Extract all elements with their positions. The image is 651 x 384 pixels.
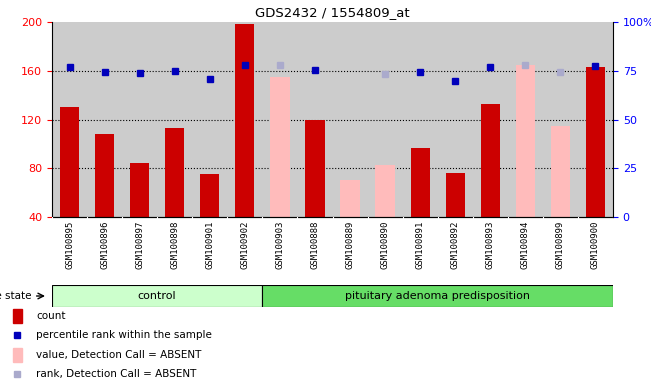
Bar <box>333 22 368 217</box>
Bar <box>270 77 290 217</box>
Text: value, Detection Call = ABSENT: value, Detection Call = ABSENT <box>36 350 201 360</box>
Text: GSM100896: GSM100896 <box>100 220 109 269</box>
Bar <box>551 126 570 217</box>
Text: GSM100891: GSM100891 <box>415 220 424 269</box>
Bar <box>52 285 262 307</box>
Bar <box>235 25 255 217</box>
Text: GSM100897: GSM100897 <box>135 220 144 269</box>
Text: GSM100894: GSM100894 <box>521 220 530 269</box>
Bar <box>298 22 333 217</box>
Bar <box>445 173 465 217</box>
Bar <box>13 309 22 323</box>
Bar <box>305 119 325 217</box>
Bar <box>227 22 262 217</box>
Text: count: count <box>36 311 66 321</box>
Text: GSM100903: GSM100903 <box>275 220 284 269</box>
Bar <box>516 65 535 217</box>
Bar <box>262 285 613 307</box>
Bar <box>200 174 219 217</box>
Text: rank, Detection Call = ABSENT: rank, Detection Call = ABSENT <box>36 369 197 379</box>
Text: GSM100900: GSM100900 <box>591 220 600 269</box>
Text: percentile rank within the sample: percentile rank within the sample <box>36 331 212 341</box>
Text: GSM100899: GSM100899 <box>556 220 565 269</box>
Text: control: control <box>138 291 176 301</box>
Bar <box>368 22 402 217</box>
Bar <box>586 67 605 217</box>
Text: GSM100895: GSM100895 <box>65 220 74 269</box>
Text: GSM100893: GSM100893 <box>486 220 495 269</box>
Bar <box>130 163 149 217</box>
Text: GSM100902: GSM100902 <box>240 220 249 269</box>
Bar <box>437 22 473 217</box>
Bar <box>122 22 157 217</box>
Bar <box>87 22 122 217</box>
Bar <box>508 22 543 217</box>
Bar <box>60 107 79 217</box>
Text: GSM100889: GSM100889 <box>346 220 355 269</box>
Bar <box>411 147 430 217</box>
Bar <box>473 22 508 217</box>
Bar <box>340 180 359 217</box>
Bar <box>480 104 500 217</box>
Text: GSM100898: GSM100898 <box>170 220 179 269</box>
Bar <box>402 22 437 217</box>
Bar <box>95 134 114 217</box>
Bar <box>165 128 184 217</box>
Bar <box>157 22 192 217</box>
Bar <box>52 22 87 217</box>
Bar <box>262 22 298 217</box>
Text: GSM100892: GSM100892 <box>450 220 460 269</box>
Text: GSM100890: GSM100890 <box>381 220 389 269</box>
Text: pituitary adenoma predisposition: pituitary adenoma predisposition <box>345 291 530 301</box>
Text: disease state: disease state <box>0 291 31 301</box>
Bar <box>543 22 578 217</box>
Bar <box>13 348 22 362</box>
Text: GSM100888: GSM100888 <box>311 220 320 269</box>
Bar <box>192 22 227 217</box>
Bar <box>376 165 395 217</box>
Bar <box>578 22 613 217</box>
Title: GDS2432 / 1554809_at: GDS2432 / 1554809_at <box>255 7 410 20</box>
Text: GSM100901: GSM100901 <box>205 220 214 269</box>
